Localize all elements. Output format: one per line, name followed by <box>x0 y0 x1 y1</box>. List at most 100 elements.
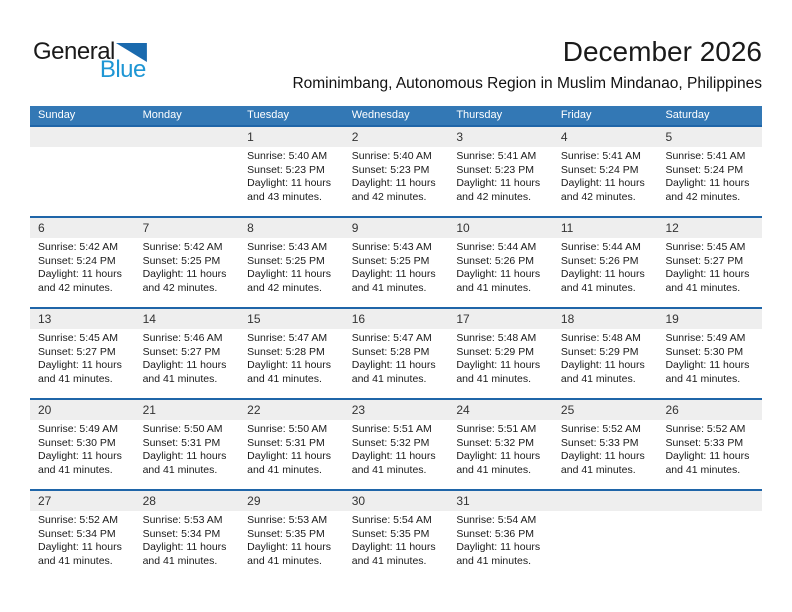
location-subtitle: Rominimbang, Autonomous Region in Muslim… <box>292 75 762 92</box>
sunrise-text: Sunrise: 5:40 AM <box>247 150 328 162</box>
daylight-text: Daylight: 11 hours and 41 minutes. <box>560 359 645 385</box>
sunset-text: Sunset: 5:30 PM <box>665 345 744 358</box>
day-number-cell: 22 <box>247 403 261 417</box>
sunrise-text: Sunrise: 5:41 AM <box>456 150 537 162</box>
day-number-cell: 27 <box>38 494 52 508</box>
daylight-text: Daylight: 11 hours and 42 minutes. <box>142 268 227 294</box>
sunset-text: Sunset: 5:34 PM <box>142 527 221 540</box>
day-cell-details: Sunrise: 5:43 AM Sunset: 5:25 PM Daylight:… <box>239 238 344 307</box>
sunset-text: Sunset: 5:33 PM <box>560 436 639 449</box>
sunrise-text: Sunrise: 5:40 AM <box>351 150 432 162</box>
daylight-text: Daylight: 11 hours and 41 minutes. <box>38 541 122 567</box>
daylight-text: Daylight: 11 hours and 41 minutes. <box>247 450 332 476</box>
daylight-text: Daylight: 11 hours and 41 minutes. <box>560 268 645 294</box>
logo-top-row: General <box>33 40 147 64</box>
weekday-header-cell: Sunday <box>38 109 76 121</box>
sunrise-text: Sunrise: 5:53 AM <box>247 514 328 526</box>
daylight-text: Daylight: 11 hours and 41 minutes. <box>351 450 436 476</box>
sunrise-text: Sunrise: 5:54 AM <box>456 514 537 526</box>
sunrise-text: Sunrise: 5:41 AM <box>665 150 746 162</box>
day-number-cell: 28 <box>142 494 156 508</box>
day-number-cell: 23 <box>351 403 366 417</box>
sunrise-text: Sunrise: 5:50 AM <box>142 423 223 435</box>
day-cell-details: Sunrise: 5:53 AM Sunset: 5:34 PM Daylight:… <box>135 511 240 580</box>
day-number-cell: 17 <box>456 312 470 326</box>
daylight-text: Daylight: 11 hours and 41 minutes. <box>351 359 436 385</box>
day-cell-details <box>30 147 135 216</box>
daylight-text: Daylight: 11 hours and 42 minutes. <box>456 177 541 203</box>
sunset-text: Sunset: 5:36 PM <box>456 527 534 540</box>
weekday-header-cell: Tuesday <box>247 109 289 121</box>
sunrise-text: Sunrise: 5:47 AM <box>351 332 432 344</box>
sunrise-text: Sunrise: 5:52 AM <box>38 514 118 526</box>
daylight-text: Daylight: 11 hours and 41 minutes. <box>456 268 541 294</box>
day-number-cell: 7 <box>142 221 150 235</box>
day-cell-details: Sunrise: 5:52 AM Sunset: 5:33 PM Daylight:… <box>657 420 762 489</box>
sunset-text: Sunset: 5:23 PM <box>247 163 325 176</box>
day-cell-details: Sunrise: 5:49 AM Sunset: 5:30 PM Daylight:… <box>657 329 762 398</box>
daylight-text: Daylight: 11 hours and 41 minutes. <box>142 541 227 567</box>
sunrise-text: Sunrise: 5:42 AM <box>38 241 118 253</box>
sunset-text: Sunset: 5:35 PM <box>351 527 430 540</box>
day-cell-details: Sunrise: 5:54 AM Sunset: 5:36 PM Daylight:… <box>448 511 553 580</box>
daylight-text: Daylight: 11 hours and 42 minutes. <box>351 177 436 203</box>
daylight-text: Daylight: 11 hours and 41 minutes. <box>665 359 750 385</box>
calendar-week-row: 1 2 3 4 5 Sunrise: 5:40 AM Sunset: 5:23 PM Dayl… <box>30 125 762 216</box>
day-number-band: 1 2 3 4 5 <box>30 127 762 147</box>
sunrise-text: Sunrise: 5:53 AM <box>142 514 223 526</box>
day-cell-details: Sunrise: 5:52 AM Sunset: 5:34 PM Daylight:… <box>30 511 135 580</box>
sunset-text: Sunset: 5:32 PM <box>351 436 430 449</box>
day-cell-details <box>657 511 762 580</box>
day-cell-details: Sunrise: 5:41 AM Sunset: 5:24 PM Daylight:… <box>657 147 762 216</box>
sunrise-text: Sunrise: 5:42 AM <box>142 241 223 253</box>
day-number-band: 20 21 22 23 24 25 26 <box>30 400 762 420</box>
sunrise-text: Sunrise: 5:50 AM <box>247 423 328 435</box>
sunrise-text: Sunrise: 5:41 AM <box>560 150 641 162</box>
day-details-row: Sunrise: 5:45 AM Sunset: 5:27 PM Daylight:… <box>30 329 762 398</box>
sunrise-text: Sunrise: 5:48 AM <box>560 332 641 344</box>
sunrise-text: Sunrise: 5:52 AM <box>665 423 746 435</box>
sunset-text: Sunset: 5:27 PM <box>142 345 221 358</box>
day-number-cell: 16 <box>351 312 366 326</box>
daylight-text: Daylight: 11 hours and 41 minutes. <box>665 268 750 294</box>
sunset-text: Sunset: 5:28 PM <box>247 345 325 358</box>
day-details-row: Sunrise: 5:49 AM Sunset: 5:30 PM Daylight:… <box>30 420 762 489</box>
day-number-cell: 24 <box>456 403 470 417</box>
daylight-text: Daylight: 11 hours and 42 minutes. <box>247 268 332 294</box>
day-number-cell: 9 <box>351 221 359 235</box>
day-cell-details: Sunrise: 5:43 AM Sunset: 5:25 PM Daylight:… <box>344 238 449 307</box>
month-title: December 2026 <box>562 36 762 67</box>
day-number-cell: 12 <box>665 221 679 235</box>
sunrise-text: Sunrise: 5:46 AM <box>142 332 223 344</box>
day-number-cell <box>30 127 135 147</box>
day-cell-details: Sunrise: 5:51 AM Sunset: 5:32 PM Daylight:… <box>448 420 553 489</box>
sunset-text: Sunset: 5:26 PM <box>560 254 639 267</box>
sunset-text: Sunset: 5:24 PM <box>665 163 744 176</box>
day-cell-details: Sunrise: 5:46 AM Sunset: 5:27 PM Daylight:… <box>135 329 240 398</box>
title-block: December 2026 Rominimbang, Autonomous Re… <box>292 36 762 93</box>
sunset-text: Sunset: 5:30 PM <box>38 436 116 449</box>
day-cell-details: Sunrise: 5:51 AM Sunset: 5:32 PM Daylight:… <box>344 420 449 489</box>
weekday-header-cell: Thursday <box>456 109 503 121</box>
sunset-text: Sunset: 5:25 PM <box>142 254 221 267</box>
day-number-cell: 10 <box>456 221 470 235</box>
sunset-text: Sunset: 5:24 PM <box>38 254 116 267</box>
day-cell-details: Sunrise: 5:49 AM Sunset: 5:30 PM Daylight:… <box>30 420 135 489</box>
day-details-row: Sunrise: 5:52 AM Sunset: 5:34 PM Daylight:… <box>30 511 762 580</box>
sunrise-text: Sunrise: 5:49 AM <box>38 423 118 435</box>
day-number-cell <box>657 491 762 511</box>
daylight-text: Daylight: 11 hours and 42 minutes. <box>38 268 122 294</box>
day-cell-details: Sunrise: 5:54 AM Sunset: 5:35 PM Daylight:… <box>344 511 449 580</box>
daylight-text: Daylight: 11 hours and 41 minutes. <box>38 450 122 476</box>
day-cell-details <box>135 147 240 216</box>
day-cell-details: Sunrise: 5:44 AM Sunset: 5:26 PM Daylight:… <box>448 238 553 307</box>
daylight-text: Daylight: 11 hours and 41 minutes. <box>560 450 645 476</box>
sunset-text: Sunset: 5:24 PM <box>560 163 639 176</box>
sunset-text: Sunset: 5:34 PM <box>38 527 116 540</box>
sunset-text: Sunset: 5:31 PM <box>142 436 221 449</box>
day-number-cell: 31 <box>456 494 470 508</box>
weekday-header-cell: Monday <box>142 109 182 121</box>
sunset-text: Sunset: 5:31 PM <box>247 436 325 449</box>
day-cell-details: Sunrise: 5:50 AM Sunset: 5:31 PM Daylight:… <box>239 420 344 489</box>
day-number-cell: 13 <box>38 312 52 326</box>
